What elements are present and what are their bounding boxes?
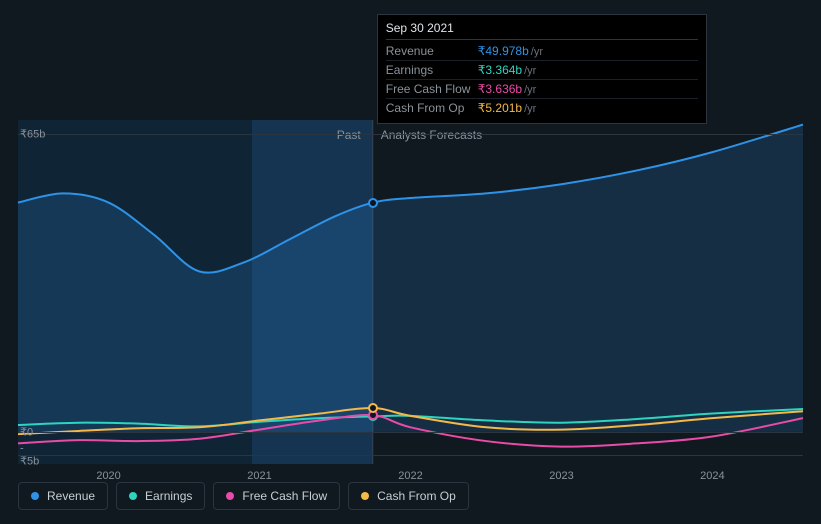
tooltip-unit: /yr (531, 46, 543, 58)
tooltip-row: Free Cash Flow₹3.636b/yr (386, 80, 698, 99)
x-axis-label: 2023 (549, 470, 573, 482)
legend: Revenue Earnings Free Cash Flow Cash From O… (18, 482, 469, 510)
tooltip-unit: /yr (524, 103, 536, 115)
tooltip-value: ₹49.978b (478, 44, 529, 58)
legend-swatch (31, 492, 39, 500)
x-axis-label: 2024 (700, 470, 724, 482)
financials-chart: Past Analysts Forecasts Sep 30 2021 Reve… (0, 0, 821, 524)
legend-item-revenue[interactable]: Revenue (18, 482, 108, 510)
tooltip-label: Free Cash Flow (386, 82, 478, 96)
gridline (18, 432, 803, 433)
tooltip-row: Revenue₹49.978b/yr (386, 42, 698, 61)
legend-item-cfo[interactable]: Cash From Op (348, 482, 469, 510)
gridline (18, 134, 803, 135)
forecast-label: Analysts Forecasts (381, 128, 482, 142)
x-axis-label: 2021 (247, 470, 271, 482)
past-label: Past (337, 128, 361, 142)
tooltip-unit: /yr (524, 84, 536, 96)
legend-label: Free Cash Flow (242, 489, 327, 503)
legend-label: Cash From Op (377, 489, 456, 503)
gridline (18, 455, 803, 456)
x-axis-label: 2022 (398, 470, 422, 482)
tooltip-label: Cash From Op (386, 101, 478, 115)
x-axis-label: 2020 (96, 470, 120, 482)
legend-item-earnings[interactable]: Earnings (116, 482, 205, 510)
chart-svg (18, 120, 803, 464)
hover-tooltip: Sep 30 2021 Revenue₹49.978b/yrEarnings₹3… (377, 14, 707, 124)
plot-area[interactable] (18, 120, 803, 464)
legend-item-fcf[interactable]: Free Cash Flow (213, 482, 340, 510)
tooltip-row: Cash From Op₹5.201b/yr (386, 99, 698, 117)
tooltip-value: ₹3.364b (478, 63, 522, 77)
tooltip-row: Earnings₹3.364b/yr (386, 61, 698, 80)
legend-label: Earnings (145, 489, 192, 503)
tooltip-value: ₹5.201b (478, 101, 522, 115)
legend-swatch (361, 492, 369, 500)
legend-swatch (226, 492, 234, 500)
hover-marker (368, 403, 378, 413)
legend-swatch (129, 492, 137, 500)
tooltip-label: Earnings (386, 63, 478, 77)
tooltip-label: Revenue (386, 44, 478, 58)
legend-label: Revenue (47, 489, 95, 503)
tooltip-date: Sep 30 2021 (386, 21, 698, 40)
tooltip-unit: /yr (524, 65, 536, 77)
hover-marker (368, 198, 378, 208)
tooltip-value: ₹3.636b (478, 82, 522, 96)
